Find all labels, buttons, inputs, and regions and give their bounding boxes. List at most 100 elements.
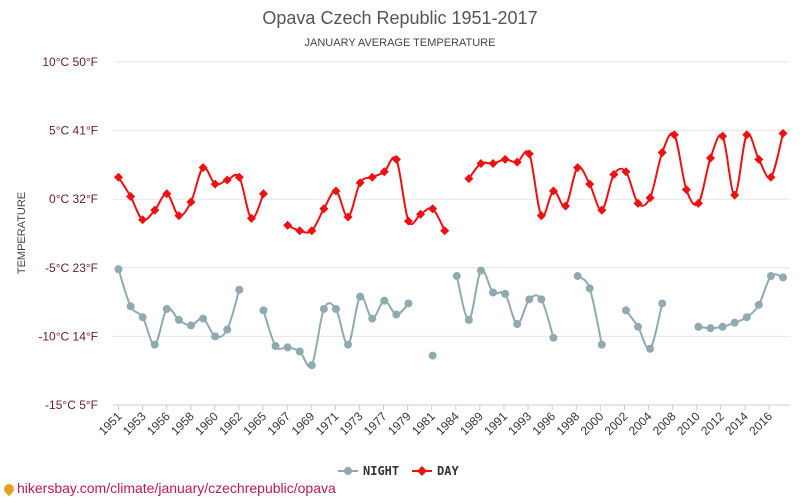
data-point-night[interactable] — [754, 300, 763, 309]
data-point-day[interactable] — [174, 211, 184, 221]
data-point-day[interactable] — [730, 190, 740, 200]
source-link[interactable]: hikersbay.com/climate/january/czechrepub… — [1, 480, 336, 497]
data-point-day[interactable] — [198, 163, 208, 173]
data-point-night[interactable] — [150, 340, 159, 349]
data-point-night[interactable] — [718, 322, 727, 331]
data-point-day[interactable] — [283, 220, 293, 230]
data-point-night[interactable] — [766, 272, 775, 281]
data-point-day[interactable] — [440, 226, 450, 236]
data-point-night[interactable] — [452, 272, 461, 281]
data-point-night[interactable] — [174, 315, 183, 324]
data-point-night[interactable] — [646, 344, 655, 353]
data-point-night[interactable] — [162, 304, 171, 313]
data-point-day[interactable] — [403, 216, 413, 226]
data-point-night[interactable] — [573, 272, 582, 281]
data-point-night[interactable] — [271, 342, 280, 351]
data-point-day[interactable] — [573, 163, 583, 173]
data-point-night[interactable] — [114, 265, 123, 274]
data-point-day[interactable] — [343, 212, 353, 222]
data-point-night[interactable] — [428, 351, 437, 360]
data-point-day[interactable] — [331, 186, 341, 196]
data-point-day[interactable] — [126, 191, 136, 201]
data-point-day[interactable] — [391, 154, 401, 164]
data-point-night[interactable] — [694, 322, 703, 331]
data-point-day[interactable] — [657, 148, 667, 158]
data-point-night[interactable] — [779, 273, 787, 282]
data-point-day[interactable] — [585, 179, 595, 189]
data-point-day[interactable] — [210, 179, 220, 189]
data-point-night[interactable] — [404, 299, 413, 308]
data-point-day[interactable] — [355, 178, 365, 188]
data-point-day[interactable] — [416, 209, 426, 219]
data-point-day[interactable] — [766, 172, 776, 182]
data-point-night[interactable] — [331, 304, 340, 313]
data-point-day[interactable] — [718, 131, 728, 141]
data-point-day[interactable] — [693, 198, 703, 208]
data-point-day[interactable] — [138, 215, 148, 225]
data-point-night[interactable] — [235, 285, 244, 294]
data-point-day[interactable] — [307, 226, 317, 236]
data-point-day[interactable] — [186, 197, 196, 207]
data-point-day[interactable] — [428, 204, 438, 214]
legend-item-night[interactable]: NIGHT — [338, 464, 399, 478]
data-point-day[interactable] — [621, 167, 631, 177]
data-point-day[interactable] — [500, 154, 510, 164]
data-point-day[interactable] — [113, 172, 124, 182]
data-point-day[interactable] — [597, 205, 607, 215]
data-point-night[interactable] — [223, 325, 232, 334]
data-point-night[interactable] — [489, 288, 498, 297]
data-point-day[interactable] — [234, 172, 244, 182]
data-point-night[interactable] — [380, 296, 389, 305]
data-point-day[interactable] — [561, 201, 571, 211]
data-point-night[interactable] — [742, 313, 751, 322]
y-tick-label: 10°C 50°F — [42, 55, 98, 69]
data-point-night[interactable] — [513, 320, 522, 329]
data-point-day[interactable] — [742, 130, 752, 140]
data-point-night[interactable] — [706, 324, 715, 333]
data-point-night[interactable] — [525, 295, 534, 304]
data-point-night[interactable] — [597, 340, 606, 349]
data-point-day[interactable] — [669, 130, 679, 140]
data-point-day[interactable] — [705, 153, 716, 163]
data-point-night[interactable] — [186, 321, 195, 330]
data-point-day[interactable] — [548, 186, 558, 196]
data-point-night[interactable] — [368, 314, 377, 323]
data-point-night[interactable] — [392, 310, 401, 319]
x-tick-label: 2000 — [578, 409, 607, 438]
data-point-day[interactable] — [645, 193, 655, 203]
series-night — [114, 265, 787, 370]
data-point-day[interactable] — [258, 189, 269, 199]
data-point-night[interactable] — [283, 343, 292, 352]
data-point-night[interactable] — [658, 299, 667, 308]
data-point-night[interactable] — [621, 306, 630, 315]
data-point-day[interactable] — [524, 149, 534, 159]
data-point-day[interactable] — [222, 175, 232, 185]
data-point-day[interactable] — [379, 167, 389, 177]
data-point-night[interactable] — [199, 314, 208, 323]
data-point-day[interactable] — [367, 172, 377, 182]
data-point-day[interactable] — [295, 226, 305, 236]
data-point-day[interactable] — [754, 154, 764, 164]
data-point-night[interactable] — [476, 266, 485, 275]
data-point-night[interactable] — [295, 347, 304, 356]
data-point-night[interactable] — [126, 302, 135, 311]
data-point-day[interactable] — [319, 204, 329, 214]
data-point-night[interactable] — [549, 333, 558, 342]
data-point-night[interactable] — [307, 361, 316, 370]
data-point-night[interactable] — [634, 322, 643, 331]
data-point-night[interactable] — [211, 332, 220, 341]
data-point-day[interactable] — [150, 205, 160, 215]
data-point-day[interactable] — [681, 185, 691, 195]
legend-item-day[interactable]: DAY — [412, 464, 459, 478]
data-point-night[interactable] — [356, 292, 365, 301]
data-point-night[interactable] — [585, 284, 594, 293]
data-point-night[interactable] — [138, 313, 147, 322]
data-point-night[interactable] — [319, 304, 328, 313]
data-point-night[interactable] — [537, 295, 546, 304]
data-point-night[interactable] — [464, 315, 473, 324]
data-point-night[interactable] — [259, 306, 268, 315]
data-point-night[interactable] — [344, 340, 353, 349]
data-point-night[interactable] — [730, 318, 739, 327]
data-point-night[interactable] — [501, 289, 510, 298]
data-point-day[interactable] — [488, 159, 498, 169]
